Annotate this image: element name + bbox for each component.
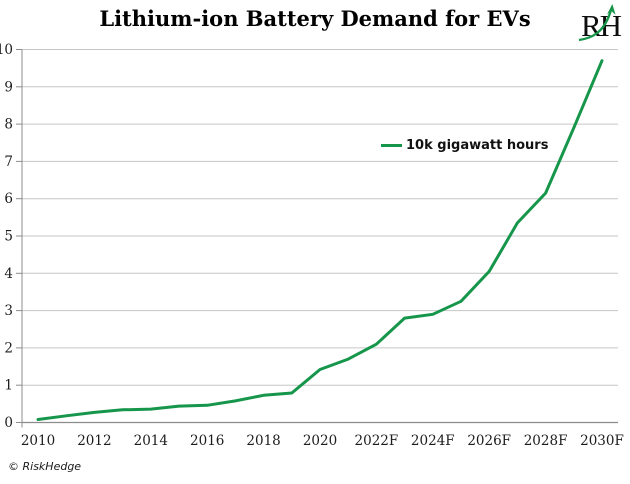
x-tick-label: 2010	[21, 433, 55, 449]
y-tick-label: 8	[4, 117, 13, 133]
x-tick-label: 2024F	[411, 433, 455, 449]
x-tick-label: 2016	[190, 433, 224, 449]
legend: 10k gigawatt hours	[381, 137, 548, 154]
y-tick-label: 2	[4, 340, 13, 356]
x-tick-label: 2014	[134, 433, 168, 449]
growth-arrow-head-icon	[607, 4, 616, 15]
chart-title: Lithium-ion Battery Demand for EVs	[99, 6, 531, 31]
y-tick-label: 5	[4, 229, 13, 245]
x-tick-label: 2030F	[580, 433, 624, 449]
x-tick-label: 2026F	[467, 433, 511, 449]
y-tick-label: 3	[4, 303, 13, 319]
y-tick-label: 1	[4, 378, 13, 394]
x-tick-label: 2028F	[524, 433, 568, 449]
copyright-note: © RiskHedge	[8, 460, 82, 473]
y-tick-label: 6	[4, 191, 13, 207]
x-tick-label: 2020	[303, 433, 337, 449]
riskhedge-logo: RH	[578, 4, 624, 43]
y-tick-label: 4	[4, 266, 13, 282]
y-tick-label: 10	[0, 42, 13, 58]
y-tick-label: 9	[4, 79, 13, 95]
demand-line	[36, 59, 604, 421]
x-tick-label: 2018	[246, 433, 280, 449]
legend-label: 10k gigawatt hours	[406, 138, 549, 153]
y-tick-label: 7	[4, 154, 13, 170]
x-tick-label: 2022F	[355, 433, 399, 449]
y-tick-label: 0	[4, 415, 13, 431]
legend-line-swatch	[381, 143, 402, 148]
x-tick-label: 2012	[77, 433, 111, 449]
growth-arrow-icon	[578, 9, 613, 42]
